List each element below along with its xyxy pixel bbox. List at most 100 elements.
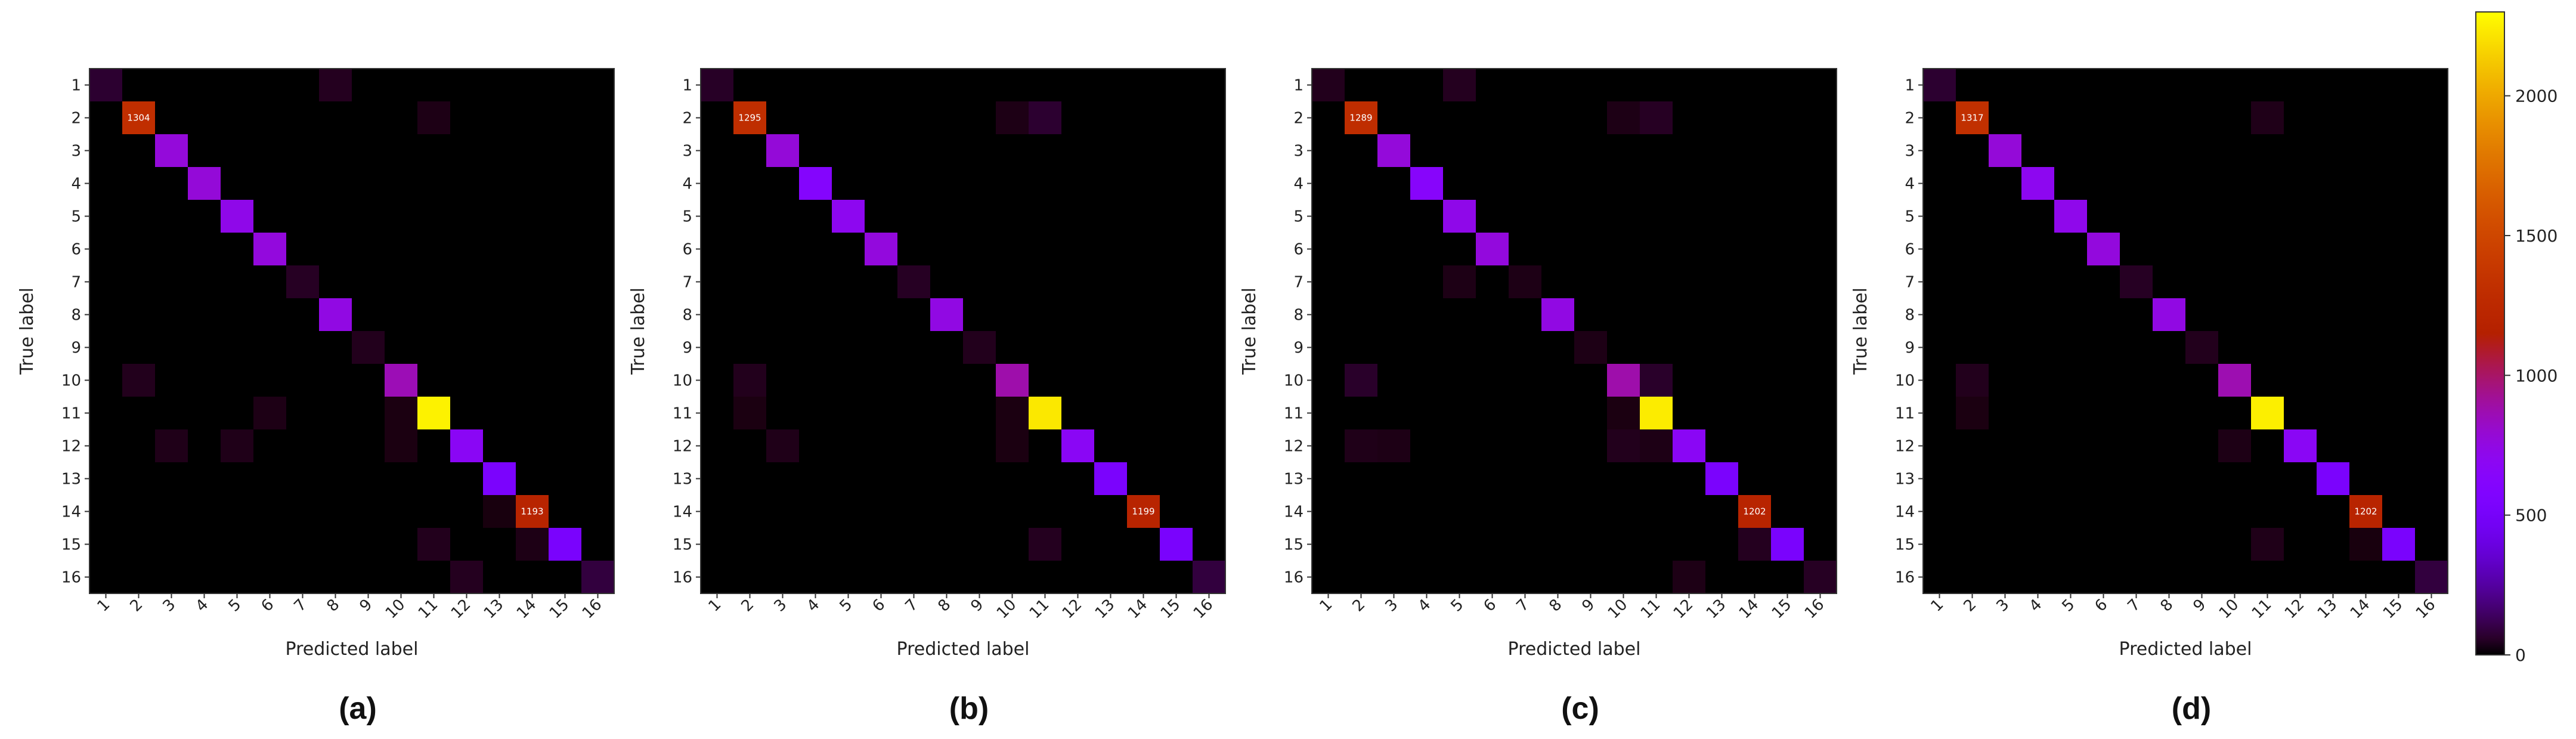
matrix-cell	[996, 397, 1029, 429]
y-tick-label: 10	[673, 372, 692, 390]
y-tick-label: 15	[1284, 536, 1304, 554]
matrix-cell-diagonal	[1345, 101, 1377, 134]
x-tick-label: 9	[2190, 596, 2210, 616]
matrix-cell	[766, 429, 799, 462]
x-tick-label: 15	[546, 596, 573, 623]
matrix-cell	[417, 101, 450, 134]
y-tick-label: 3	[71, 143, 81, 160]
y-tick-label: 12	[1284, 438, 1304, 456]
y-tick-label: 5	[1293, 208, 1304, 226]
y-tick-label: 16	[1284, 569, 1304, 587]
colorbar-gradient	[2475, 11, 2505, 655]
matrix-cell	[1640, 101, 1673, 134]
matrix-frame	[1311, 68, 1837, 594]
matrix-cell	[2218, 429, 2251, 462]
y-tick-label: 5	[71, 208, 81, 226]
x-tick-label: 8	[935, 596, 955, 616]
x-tick-label: 14	[1736, 596, 1763, 623]
matrix-cell-diagonal	[1640, 397, 1673, 429]
matrix-cell-diagonal	[2087, 233, 2120, 265]
x-tick-label: 9	[357, 596, 376, 616]
matrix-cell-diagonal	[701, 69, 733, 101]
x-tick-label: 8	[2157, 596, 2177, 616]
matrix-cell	[253, 397, 286, 429]
y-tick-label: 10	[1284, 372, 1304, 390]
y-tick-label: 4	[71, 175, 81, 193]
matrix-cell-diagonal	[2382, 528, 2415, 561]
x-tick-label: 11	[2249, 596, 2275, 623]
matrix-cell	[1607, 429, 1640, 462]
y-tick-label: 6	[682, 241, 692, 259]
y-tick-label: 1	[1905, 77, 1915, 95]
y-tick-label: 14	[1284, 503, 1304, 521]
y-axis-label: True label	[1850, 287, 1871, 375]
matrix-cell-diagonal	[1160, 528, 1193, 561]
matrix-cell-diagonal	[188, 167, 221, 200]
y-tick-label: 7	[71, 274, 81, 292]
matrix-cell	[2349, 528, 2382, 561]
matrix-cell	[1345, 429, 1377, 462]
matrix-cell-diagonal	[122, 101, 155, 134]
y-tick-label: 4	[1293, 175, 1304, 193]
x-tick-label: 1	[1317, 596, 1336, 616]
x-tick-label: 3	[160, 596, 179, 616]
y-tick-label: 9	[1905, 339, 1915, 357]
matrix-cell-diagonal	[865, 233, 897, 265]
x-tick-label: 11	[1637, 596, 1664, 623]
x-tick-label: 2	[1349, 596, 1369, 616]
y-tick-label: 12	[61, 438, 81, 456]
x-tick-label: 2	[127, 596, 147, 616]
y-tick-label: 6	[1293, 241, 1304, 259]
matrix-cell-diagonal	[1377, 134, 1410, 167]
x-tick-label: 8	[1546, 596, 1566, 616]
x-tick-label: 12	[448, 596, 475, 623]
matrix-cell-diagonal	[155, 134, 188, 167]
x-tick-label: 10	[1605, 596, 1631, 623]
x-tick-label: 13	[2314, 596, 2341, 623]
matrix-cell-diagonal	[516, 495, 549, 528]
matrix-cell-diagonal	[1127, 495, 1160, 528]
panel-label: (d)	[2172, 691, 2211, 726]
colorbar-tick-label: 2000	[2515, 86, 2558, 106]
matrix-cell-diagonal	[799, 167, 832, 200]
matrix-cell-diagonal	[766, 134, 799, 167]
x-tick-label: 16	[579, 596, 606, 623]
y-tick-label: 2	[1293, 110, 1304, 128]
matrix-cell-diagonal	[1771, 528, 1804, 561]
x-tick-label: 14	[2347, 596, 2374, 623]
y-tick-label: 5	[1905, 208, 1915, 226]
y-tick-label: 8	[1905, 307, 1915, 324]
matrix-cell-diagonal	[1193, 561, 1225, 593]
y-tick-label: 13	[1284, 471, 1304, 488]
matrix-cell	[1443, 265, 1476, 298]
matrix-cell	[996, 101, 1029, 134]
matrix-cell-diagonal	[1989, 134, 2021, 167]
colorbar-tick-label: 0	[2515, 645, 2526, 665]
x-tick-label: 5	[1448, 596, 1467, 616]
matrix-cell	[1738, 528, 1771, 561]
y-tick-label: 11	[673, 405, 692, 423]
y-tick-label: 6	[71, 241, 81, 259]
y-tick-label: 5	[682, 208, 692, 226]
y-tick-label: 16	[1895, 569, 1915, 587]
x-tick-label: 7	[291, 596, 311, 616]
matrix-cell	[996, 429, 1029, 462]
matrix-cell-diagonal	[1923, 69, 1956, 101]
x-tick-label: 10	[2216, 596, 2243, 623]
matrix-cell-diagonal	[1410, 167, 1443, 200]
y-tick-label: 7	[682, 274, 692, 292]
x-tick-label: 16	[1190, 596, 1217, 623]
matrix-cell	[2251, 101, 2284, 134]
x-tick-label: 16	[2413, 596, 2439, 623]
y-tick-label: 7	[1293, 274, 1304, 292]
matrix-cell	[516, 528, 549, 561]
x-tick-label: 2	[738, 596, 758, 616]
x-tick-label: 5	[225, 596, 245, 616]
matrix-cell-diagonal	[417, 397, 450, 429]
matrix-cell-diagonal	[1673, 429, 1705, 462]
y-tick-label: 15	[1895, 536, 1915, 554]
x-tick-label: 12	[1059, 596, 1086, 623]
